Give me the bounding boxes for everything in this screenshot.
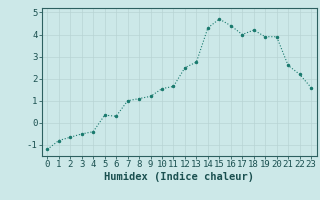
X-axis label: Humidex (Indice chaleur): Humidex (Indice chaleur) <box>104 172 254 182</box>
